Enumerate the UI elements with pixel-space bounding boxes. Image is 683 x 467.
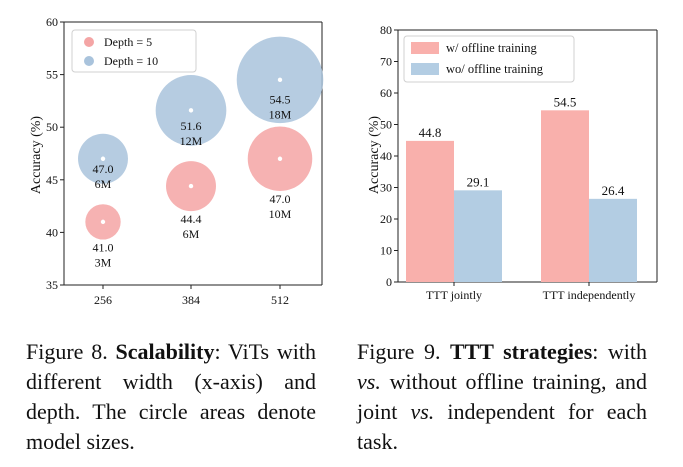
bubble-size-label: 3M <box>95 256 112 270</box>
x-tick-label: 512 <box>271 293 289 307</box>
x-tick-label: 256 <box>94 293 112 307</box>
bubble-size-label: 6M <box>95 177 112 191</box>
legend-label: wo/ offline training <box>446 62 544 76</box>
y-tick-label: 20 <box>380 212 392 226</box>
bubble-size-label: 10M <box>269 207 292 221</box>
bubble-size-label: 12M <box>180 134 203 148</box>
y-axis-label: Accuracy (%) <box>29 116 44 194</box>
caption-label: Figure 9. <box>357 339 441 364</box>
y-tick-label: 35 <box>46 278 58 292</box>
x-tick-label: TTT jointly <box>426 288 482 302</box>
y-tick-label: 80 <box>380 23 392 37</box>
y-axis-label: Accuracy (%) <box>367 116 382 194</box>
bubble-value-label: 47.0 <box>93 162 114 176</box>
y-tick-label: 70 <box>380 55 392 69</box>
bubble-center-dot <box>100 219 106 225</box>
bar-value-label: 54.5 <box>554 94 577 109</box>
caption-text: : with <box>592 339 647 364</box>
bubble-value-label: 47.0 <box>270 192 291 206</box>
caption-vs: vs. <box>357 369 381 394</box>
bubble-center-dot <box>100 156 106 161</box>
x-tick-label: 384 <box>182 293 200 307</box>
legend-label: w/ offline training <box>446 41 537 55</box>
caption-text: : ViTs with different width (x-axis) and… <box>26 339 316 454</box>
bar <box>454 190 502 282</box>
y-tick-label: 0 <box>386 275 392 289</box>
figure-9-caption: Figure 9. TTT strategies: with vs. witho… <box>357 337 647 457</box>
legend-box <box>403 35 575 83</box>
bar <box>541 110 589 282</box>
legend-swatch <box>411 63 439 75</box>
bubble-center-dot <box>188 108 194 113</box>
bubble-value-label: 44.4 <box>181 212 202 226</box>
bar-value-label: 26.4 <box>602 183 625 198</box>
bubble-center-dot <box>277 77 283 83</box>
legend-swatch <box>411 42 439 54</box>
caption-title: Scalability <box>115 339 215 364</box>
bubble-center-dot <box>277 156 283 161</box>
bar-value-label: 29.1 <box>467 174 490 189</box>
bubble-center-dot <box>188 183 194 189</box>
legend-label: Depth = 10 <box>104 54 158 68</box>
figure-8-caption: Figure 8. Scalability: ViTs with differe… <box>26 337 316 457</box>
bar-value-label: 44.8 <box>419 125 442 140</box>
caption-text: independent for each task. <box>357 399 647 454</box>
y-tick-label: 45 <box>46 173 58 187</box>
legend-box <box>71 29 197 73</box>
bubble-value-label: 51.6 <box>181 119 202 133</box>
legend-marker <box>84 37 94 47</box>
y-tick-label: 30 <box>380 181 392 195</box>
caption-text: without offline training, and joint <box>357 369 647 424</box>
y-tick-label: 55 <box>46 68 58 82</box>
bar <box>589 198 637 282</box>
caption-vs: vs. <box>410 399 435 424</box>
legend-label: Depth = 5 <box>104 35 152 49</box>
y-tick-label: 40 <box>380 149 392 163</box>
y-tick-label: 60 <box>46 15 58 29</box>
bubble-size-label: 18M <box>269 108 292 122</box>
y-tick-label: 50 <box>380 118 392 132</box>
bubble-value-label: 54.5 <box>270 93 291 107</box>
y-tick-label: 10 <box>380 244 392 258</box>
y-tick-label: 40 <box>46 225 58 239</box>
y-tick-label: 60 <box>380 86 392 100</box>
legend-marker <box>84 56 94 66</box>
bar <box>406 140 454 282</box>
x-tick-label: TTT independently <box>543 288 636 302</box>
y-tick-label: 50 <box>46 120 58 134</box>
bubble-value-label: 41.0 <box>93 241 114 255</box>
caption-title: TTT strategies <box>449 339 593 364</box>
bubble-size-label: 6M <box>183 227 200 241</box>
caption-label: Figure 8. <box>26 339 108 364</box>
